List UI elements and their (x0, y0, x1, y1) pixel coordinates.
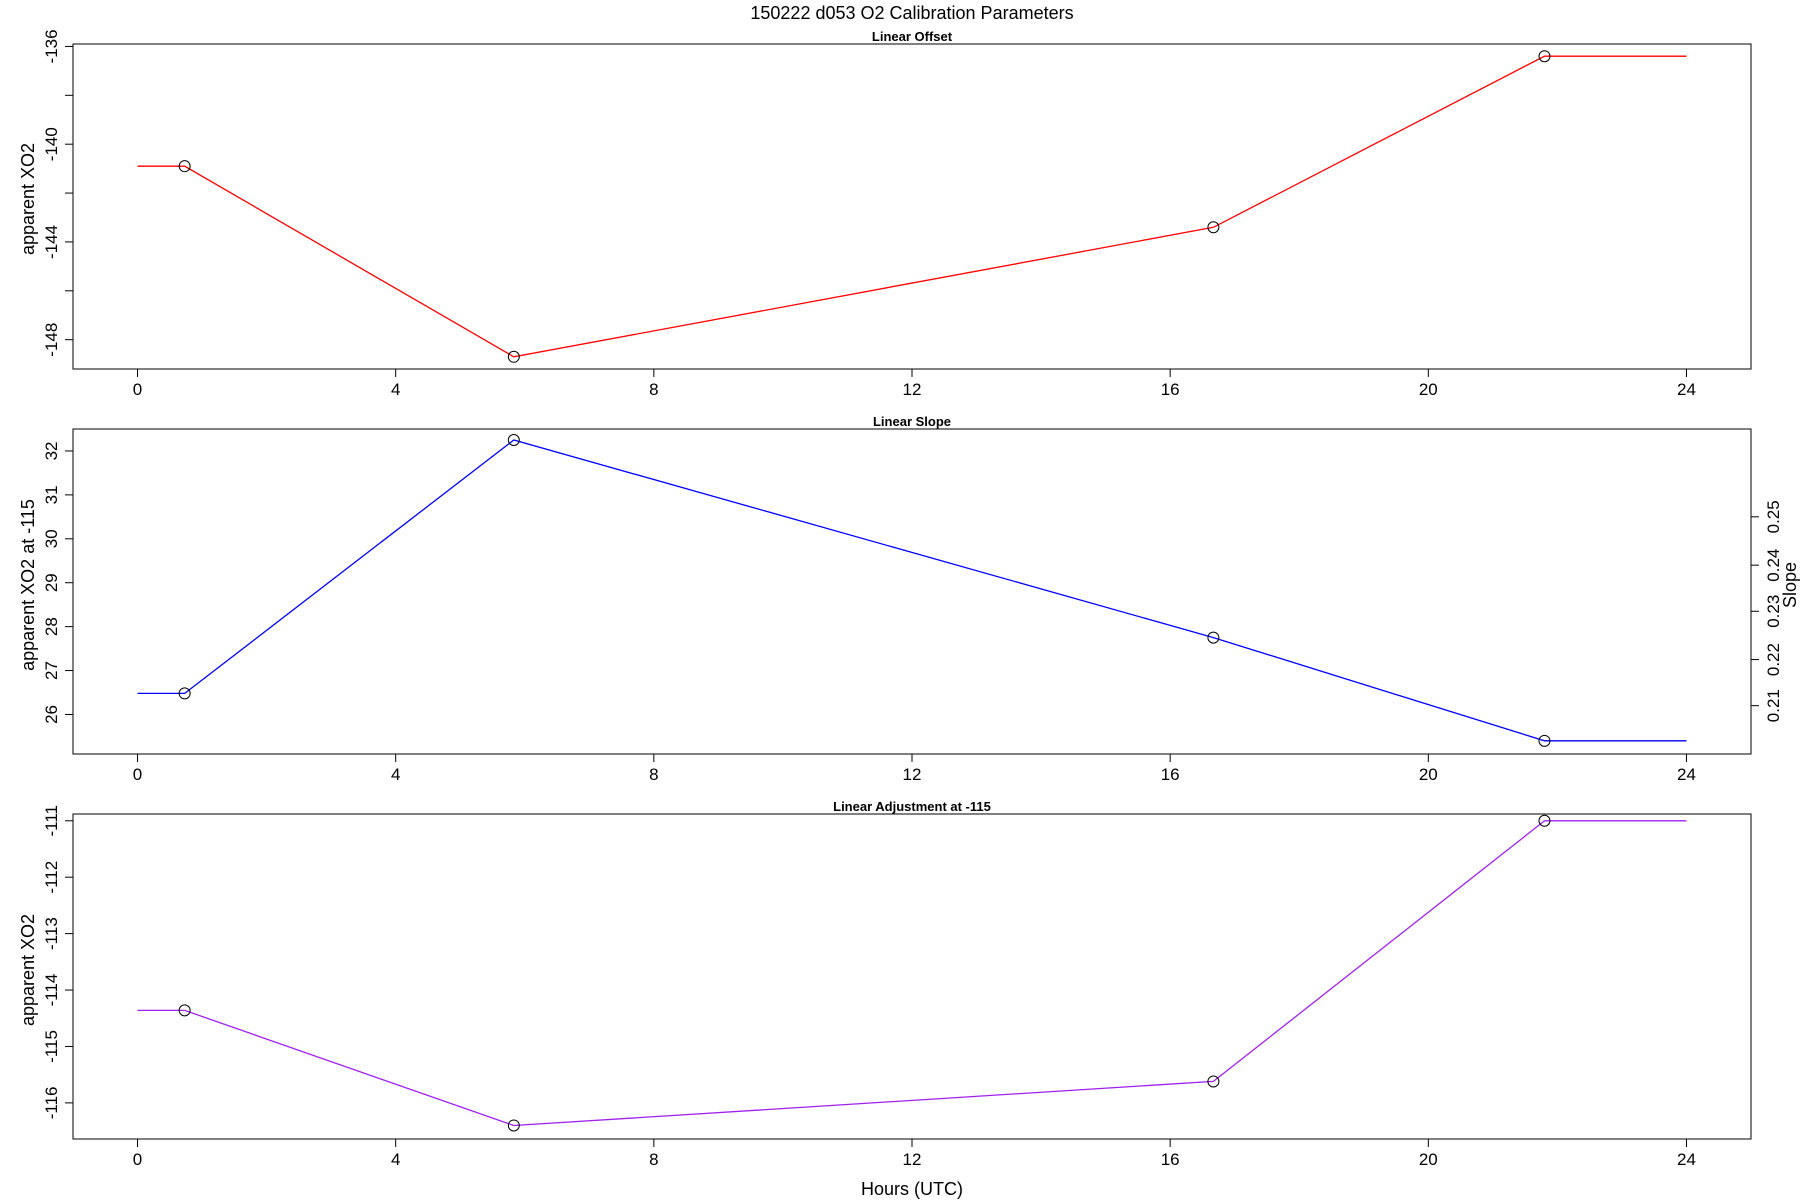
panel-linear-offset: Linear Offset apparent XO2 0 4 8 12 16 20 24 -1… (18, 29, 1752, 399)
y-tick-label-linear-adjustment: -112 (42, 861, 61, 894)
panel-title-linear-offset: Linear Offset (872, 29, 953, 44)
x-tick-label-linear-offset: 20 (1419, 380, 1438, 399)
y-tick-label-linear-adjustment: -114 (42, 974, 61, 1007)
y-tick-label-linear-slope: 32 (42, 441, 61, 460)
y2-tick-label-linear-slope: 0.22 (1764, 643, 1783, 676)
data-point-linear-adjustment (178, 1004, 191, 1017)
panel-linear-adjustment: Linear Adjustment at -115 apparent XO2 0… (18, 799, 1752, 1169)
data-point-linear-adjustment (1538, 814, 1551, 827)
x-tick-label-linear-offset: 16 (1161, 380, 1180, 399)
y-tick-label-linear-offset: -136 (42, 29, 61, 63)
data-point-linear-adjustment (507, 1119, 520, 1132)
x-tick-label-linear-adjustment: 16 (1161, 1150, 1180, 1169)
x-tick-label-linear-offset: 4 (391, 380, 400, 399)
y-tick-label-linear-adjustment: -115 (42, 1030, 61, 1063)
plot-frame-linear-adjustment (72, 813, 1752, 1140)
x-tick-label-linear-slope: 8 (649, 765, 658, 784)
x-tick-label-linear-adjustment: 24 (1677, 1150, 1696, 1169)
x-tick-label-linear-adjustment: 4 (391, 1150, 400, 1169)
data-point-linear-offset (178, 160, 191, 173)
plot-frame-linear-slope (72, 428, 1752, 755)
y-tick-label-linear-slope: 26 (42, 705, 61, 724)
x-tick-label-linear-adjustment: 12 (903, 1150, 922, 1169)
x-tick-label-linear-offset: 0 (133, 380, 142, 399)
y2-tick-label-linear-slope: 0.24 (1764, 549, 1783, 582)
y-tick-label-linear-offset: -144 (42, 225, 61, 259)
x-tick-label-linear-slope: 12 (903, 765, 922, 784)
y-tick-label-linear-offset: -140 (42, 127, 61, 161)
y-tick-label-linear-slope: 31 (42, 485, 61, 504)
series-line-linear-offset (137, 55, 1687, 358)
data-point-linear-offset (507, 350, 520, 363)
y2-tick-label-linear-slope: 0.25 (1764, 500, 1783, 533)
y-tick-label-linear-adjustment: -113 (42, 917, 61, 950)
data-point-linear-slope (1207, 631, 1220, 644)
x-tick-label-linear-slope: 0 (133, 765, 142, 784)
y2-tick-label-linear-slope: 0.23 (1764, 595, 1783, 628)
x-tick-label-linear-offset: 8 (649, 380, 658, 399)
x-tick-label-linear-adjustment: 20 (1419, 1150, 1438, 1169)
y-tick-label-linear-slope: 29 (42, 573, 61, 592)
figure-title: 150222 d053 O2 Calibration Parameters (750, 3, 1073, 23)
ylabel-linear-adjustment: apparent XO2 (18, 914, 38, 1026)
panel-title-linear-adjustment: Linear Adjustment at -115 (833, 799, 991, 814)
y-tick-label-linear-slope: 28 (42, 617, 61, 636)
y2-tick-label-linear-slope: 0.21 (1764, 689, 1783, 722)
panel-title-linear-slope: Linear Slope (873, 414, 951, 429)
x-tick-label-linear-offset: 24 (1677, 380, 1696, 399)
data-point-linear-slope (178, 687, 191, 700)
panel-linear-slope: Linear Slope apparent XO2 at -115 Slope … (18, 414, 1800, 784)
x-tick-label-linear-adjustment: 8 (649, 1150, 658, 1169)
ylabel-linear-offset: apparent XO2 (18, 143, 38, 255)
figure-xlabel: Hours (UTC) (861, 1179, 963, 1199)
y-tick-label-linear-slope: 30 (42, 529, 61, 548)
y-tick-label-linear-adjustment: -111 (42, 805, 61, 837)
data-point-linear-slope (1538, 734, 1551, 747)
x-tick-label-linear-slope: 20 (1419, 765, 1438, 784)
y-tick-label-linear-slope: 27 (42, 661, 61, 680)
x-tick-label-linear-adjustment: 0 (133, 1150, 142, 1169)
data-point-linear-adjustment (1207, 1075, 1220, 1088)
x-tick-label-linear-slope: 4 (391, 765, 400, 784)
y2label-linear-slope: Slope (1780, 562, 1800, 608)
series-line-linear-slope (137, 439, 1687, 742)
x-tick-label-linear-offset: 12 (903, 380, 922, 399)
ylabel-linear-slope: apparent XO2 at -115 (18, 499, 38, 671)
y-tick-label-linear-offset: -148 (42, 323, 61, 357)
series-line-linear-adjustment (137, 820, 1687, 1127)
y-tick-label-linear-adjustment: -116 (42, 1087, 61, 1120)
plot-frame-linear-offset (72, 43, 1752, 370)
x-tick-label-linear-slope: 24 (1677, 765, 1696, 784)
x-tick-label-linear-slope: 16 (1161, 765, 1180, 784)
data-point-linear-offset (1207, 221, 1220, 234)
data-point-linear-offset (1538, 50, 1551, 63)
data-point-linear-slope (507, 433, 520, 446)
